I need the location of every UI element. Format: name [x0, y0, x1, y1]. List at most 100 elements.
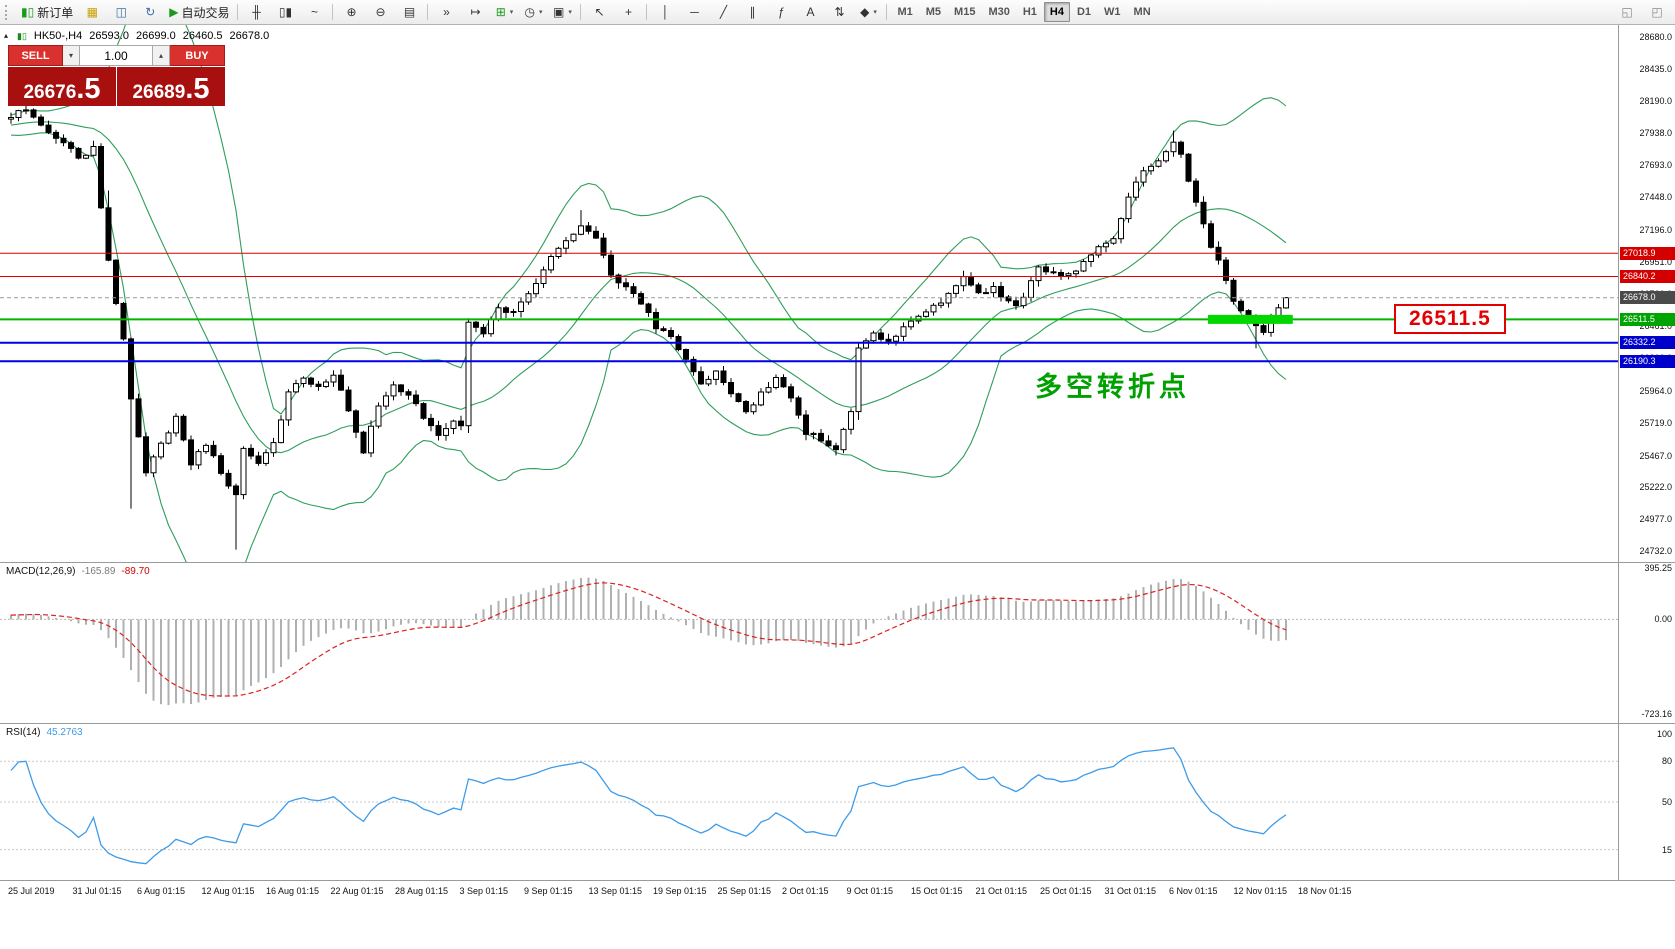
price-axis-tick: 27938.0 — [1639, 128, 1672, 139]
time-axis-label: 6 Nov 01:15 — [1169, 886, 1218, 896]
time-axis-label: 18 Nov 01:15 — [1298, 886, 1352, 896]
templates-icon[interactable]: ▣ ▾ — [548, 1, 576, 23]
macd-indicator-pane[interactable]: MACD(12,26,9) -165.89 -89.70 — [0, 563, 1618, 723]
toolbar-separator — [332, 4, 334, 20]
price-axis-tick: 27448.0 — [1639, 192, 1672, 203]
horizontal-line-icon[interactable]: ─ — [680, 1, 708, 23]
bar-chart-icon[interactable]: ╫ — [242, 1, 270, 23]
toolbar-right-group: ◱ ◰ — [1613, 1, 1671, 23]
price-callout-annotation[interactable]: 26511.5 — [1394, 304, 1506, 334]
macd-name: MACD(12,26,9) — [6, 566, 76, 577]
volume-input[interactable] — [80, 45, 153, 66]
rsi-axis-tick: 50 — [1661, 797, 1672, 807]
candlestick-chart[interactable] — [0, 25, 1618, 562]
timeframe-m15-button[interactable]: M15 — [954, 6, 976, 18]
rsi-axis-tick: 100 — [1656, 729, 1672, 739]
time-axis-label: 25 Oct 01:15 — [1040, 886, 1092, 896]
timeframe-mn-button[interactable]: MN — [1133, 6, 1151, 18]
volume-up-button[interactable]: ▴ — [153, 45, 170, 66]
pane-separator[interactable] — [0, 723, 1675, 724]
profiles-icon[interactable]: ◫ — [107, 1, 135, 23]
main-chart-pane[interactable]: ▴ ▮▯ HK50-,H4 26593.0 26699.0 26460.5 26… — [0, 25, 1618, 562]
toolbar-handle[interactable] — [5, 4, 12, 20]
time-axis-label: 9 Oct 01:15 — [846, 886, 894, 896]
zoom-in-icon[interactable]: ⊕ — [337, 1, 365, 23]
indicators-icon[interactable]: ⊞ ▾ — [490, 1, 518, 23]
timeframe-m1-button[interactable]: M1 — [897, 6, 913, 18]
turning-point-annotation[interactable]: 多空转折点 — [1035, 372, 1190, 402]
time-axis-label: 31 Jul 01:15 — [72, 886, 122, 896]
profiles-icon: ◫ — [115, 5, 127, 19]
indicators-icon: ⊞ — [495, 5, 506, 19]
macd-axis-tick: 0.00 — [1654, 614, 1672, 625]
rsi-indicator-label: RSI(14) 45.2763 — [6, 727, 83, 738]
vertical-line-icon: │ — [661, 5, 670, 19]
toolbar-separator — [646, 4, 648, 20]
line-chart-icon[interactable]: ~ — [300, 1, 328, 23]
new-order-button[interactable]: ▮▯ 新订单 — [17, 1, 77, 23]
timeframe-h1-button[interactable]: H1 — [1022, 6, 1037, 18]
time-axis[interactable]: 25 Jul 2019 31 Jul 01:15 6 Aug 01:15 12 Aug… — [0, 881, 1618, 903]
text-icon[interactable]: A — [796, 1, 824, 23]
price-axis-tick: 26461.0 — [1639, 320, 1672, 331]
sell-button[interactable]: SELL — [8, 45, 63, 66]
macd-axis-tick: -723.16 — [1641, 709, 1672, 720]
one-click-trading-panel: SELL ▾ ▴ BUY 26676.5 26689.5 — [8, 45, 225, 106]
rsi-line — [10, 747, 1287, 865]
refresh-icon[interactable]: ↻ — [136, 1, 164, 23]
chart-window-icon[interactable]: ▦ — [78, 1, 106, 23]
bar-chart-icon: ╫ — [252, 5, 261, 19]
zoom-out-icon[interactable]: ⊖ — [366, 1, 394, 23]
vertical-line-icon[interactable]: │ — [651, 1, 679, 23]
bollinger-upper-band — [10, 25, 1287, 415]
highlight-zone[interactable] — [1208, 314, 1293, 324]
fibonacci-icon[interactable]: ƒ — [767, 1, 795, 23]
time-axis-label: 13 Sep 01:15 — [588, 886, 643, 896]
arrows-icon[interactable]: ⇅ — [825, 1, 853, 23]
autotrading-button[interactable]: ▶ 自动交易 — [165, 1, 233, 23]
time-axis-label: 19 Sep 01:15 — [653, 886, 707, 896]
toolbar-separator — [886, 4, 888, 20]
dropdown-arrow-icon: ▾ — [568, 9, 572, 16]
zoom-out-icon: ⊖ — [375, 5, 386, 19]
shapes-icon[interactable]: ◆ ▾ — [854, 1, 882, 23]
panel-collapse-icon[interactable]: ▴ — [4, 31, 9, 40]
toolbar-separator — [427, 4, 429, 20]
tile-windows-icon[interactable]: ▤ — [395, 1, 423, 23]
chart-list-icon[interactable]: ◰ — [1643, 1, 1671, 23]
candlestick-chart-icon[interactable]: ▯▮ — [271, 1, 299, 23]
rsi-name: RSI(14) — [6, 727, 41, 738]
periods-icon[interactable]: ◷ ▾ — [519, 1, 547, 23]
pane-separator[interactable] — [0, 880, 1675, 881]
time-axis-label: 6 Aug 01:15 — [137, 886, 186, 896]
sell-price-display[interactable]: 26676.5 — [8, 67, 116, 106]
volume-down-button[interactable]: ▾ — [63, 45, 80, 66]
price-axis-tick: 25467.0 — [1639, 450, 1672, 461]
chart-shift-icon[interactable]: ↦ — [461, 1, 489, 23]
rsi-indicator-pane[interactable]: RSI(14) 45.2763 — [0, 724, 1618, 880]
dropdown-arrow-icon: ▾ — [873, 9, 877, 16]
cursor-icon[interactable]: ↖ — [585, 1, 613, 23]
auto-scroll-icon[interactable]: » — [432, 1, 460, 23]
chart-window-icon: ▦ — [86, 5, 98, 19]
buy-price-display[interactable]: 26689.5 — [117, 67, 225, 106]
price-axis[interactable]: 28680.0 28435.0 28190.0 27938.0 27693.0 27448… — [1618, 25, 1675, 880]
trendline-icon[interactable]: ╱ — [709, 1, 737, 23]
channel-icon[interactable]: ∥ — [738, 1, 766, 23]
macd-histogram — [10, 577, 1287, 706]
timeframe-m30-button[interactable]: M30 — [988, 6, 1010, 18]
chart-restore-icon[interactable]: ◱ — [1613, 1, 1641, 23]
buy-button[interactable]: BUY — [170, 45, 225, 66]
dropdown-arrow-icon: ▾ — [509, 9, 514, 16]
price-axis-tick: 24977.0 — [1639, 514, 1672, 525]
rsi-chart[interactable] — [0, 724, 1618, 880]
autotrading-play-icon: ▶ — [169, 5, 179, 19]
new-order-icon: ▮▯ — [21, 5, 35, 19]
crosshair-icon[interactable]: + — [614, 1, 642, 23]
timeframe-w1-button[interactable]: W1 — [1104, 6, 1121, 18]
timeframe-m5-button[interactable]: M5 — [925, 6, 942, 18]
timeframe-h4-button[interactable]: H4 — [1043, 2, 1070, 22]
timeframe-d1-button[interactable]: D1 — [1076, 6, 1092, 18]
pane-separator[interactable] — [0, 562, 1675, 563]
macd-chart[interactable] — [0, 563, 1618, 723]
